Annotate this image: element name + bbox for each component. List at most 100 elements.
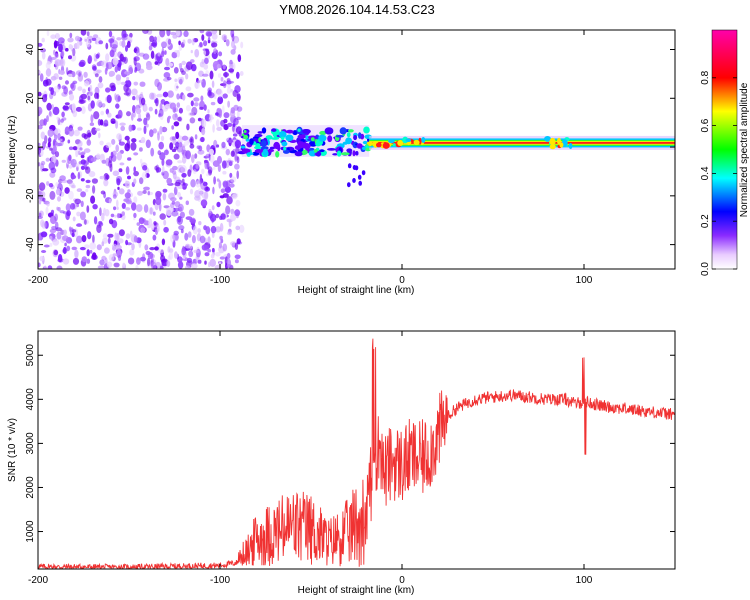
noise-blob [139,81,146,87]
noise-blob [181,247,187,256]
noise-blob [135,264,139,269]
noise-blob [91,37,97,42]
noise-blob [38,91,42,97]
noise-blob [163,226,169,233]
noise-blob [190,263,198,269]
noise-blob [211,30,218,35]
noise-blob [232,123,236,127]
noise-blob [94,58,98,62]
noise-blob [185,73,189,80]
noise-blob [148,45,153,51]
transition-blob [319,149,325,153]
noise-blob [178,78,183,85]
noise-blob [199,235,206,244]
noise-blob [200,95,204,102]
noise-blob [173,121,180,127]
transition-blob [354,165,359,171]
noise-blob [76,223,83,227]
noise-blob [125,233,131,239]
transition-blob [243,130,247,133]
noise-blob [209,70,214,80]
noise-blob [129,230,133,239]
noise-blob [117,62,122,72]
snr-xtick-label: -100 [210,575,230,586]
noise-blob [184,232,189,241]
noise-blob [146,64,153,71]
transition-blob [262,148,269,156]
noise-blob [221,160,227,169]
noise-blob [53,40,58,49]
noise-blob [86,258,91,264]
transition-blob [340,152,350,156]
noise-blob [156,167,162,173]
noise-blob [197,117,202,122]
noise-blob [94,73,99,78]
noise-blob [121,211,125,217]
noise-blob [75,149,79,158]
noise-blob [214,226,222,233]
noise-blob [90,157,97,162]
noise-blob [115,74,122,81]
noise-blob [163,128,167,132]
noise-blob [230,213,237,222]
noise-blob [105,87,111,93]
noise-blob [99,140,104,146]
noise-blob [139,52,145,57]
heat-xtick-label: 100 [576,275,593,286]
noise-blob [120,125,125,132]
noise-blob [171,51,178,59]
noise-blob [162,193,167,201]
noise-blob [117,254,122,262]
noise-blob [104,247,110,254]
noise-blob [186,257,193,264]
noise-blob [85,40,91,48]
noise-blob [39,73,44,82]
noise-blob [124,180,131,189]
noise-blob [188,250,194,258]
noise-blob [54,151,60,158]
colorbar-tick-label: 0.6 [700,118,711,132]
noise-blob [63,86,68,95]
noise-blob [135,107,142,115]
noise-blob [92,204,98,210]
noise-blob [40,231,48,238]
noise-blob [198,145,203,152]
transition-blob [357,174,362,180]
noise-blob [177,216,182,223]
transition-blob [361,170,366,176]
transition-blob [361,146,367,150]
noise-blob [177,160,183,164]
noise-blob [105,142,112,149]
transition-blob [285,134,294,142]
noise-blob [104,209,110,217]
noise-blob [116,133,122,140]
noise-blob [129,249,135,256]
transition-blob [348,129,354,133]
noise-blob [215,213,220,219]
noise-blob [170,31,177,36]
noise-blob [62,235,69,242]
noise-blob [150,223,155,231]
noise-blob [132,96,136,101]
noise-blob [76,188,83,193]
noise-blob [217,164,221,173]
transition-blob [362,140,368,145]
noise-blob [86,205,90,213]
noise-blob [218,51,223,57]
noise-blob [216,144,220,148]
noise-blob [79,246,86,251]
noise-blob [96,244,102,251]
noise-blob [199,178,203,185]
colorbar-scale [711,29,738,270]
noise-blob [213,139,218,149]
noise-blob [161,262,165,267]
noise-blob [238,130,242,137]
transition-blob [327,148,336,151]
noise-blob [47,141,51,148]
noise-blob [71,229,77,233]
noise-blob [81,256,88,263]
noise-blob [109,49,115,58]
noise-blob [101,241,105,247]
noise-blob [126,76,130,81]
noise-blob [59,175,66,181]
